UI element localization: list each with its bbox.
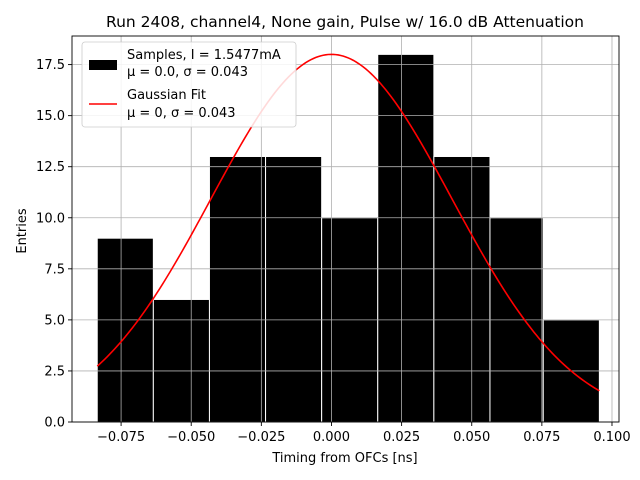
histogram-bar-0 (96, 237, 154, 423)
legend: Samples, I = 1.5477mA μ = 0.0, σ = 0.043 G… (81, 41, 297, 128)
histogram-bar-1 (152, 298, 210, 423)
x-tick-label-6: 0.075 (523, 430, 560, 445)
x-axis-label: Timing from OFCs [ns] (271, 451, 417, 466)
y-tick-label-5: 12.5 (36, 160, 65, 175)
legend-fit-stats: μ = 0, σ = 0.043 (127, 106, 236, 121)
axes-frame (71, 35, 620, 423)
histogram-bar-3 (265, 155, 323, 423)
x-tick-label-2: −0.025 (237, 430, 285, 445)
histogram-bar-2 (208, 155, 267, 423)
x-tick-label-5: 0.050 (453, 430, 490, 445)
plot-area: −0.075 −0.050 −0.025 0.000 0.025 0.050 0.075 0.… (36, 35, 631, 445)
chart-title: Run 2408, channel4, None gain, Pulse w/ … (106, 13, 584, 31)
y-tick-label-6: 15.0 (36, 109, 65, 124)
y-tick-label-7: 17.5 (36, 58, 65, 73)
x-tick-label-4: 0.025 (383, 430, 420, 445)
x-tick-label-3: 0.000 (313, 430, 350, 445)
legend-histogram-label: Samples, I = 1.5477mA (127, 48, 281, 63)
legend-histogram-stats: μ = 0.0, σ = 0.043 (127, 65, 248, 80)
x-tick-label-0: −0.075 (97, 430, 145, 445)
histogram-bar-5 (377, 53, 435, 423)
y-tick-label-3: 7.5 (44, 262, 65, 277)
y-tick-label-4: 10.0 (36, 211, 65, 226)
y-tick-label-2: 5.0 (44, 313, 65, 328)
x-tick-label-1: −0.050 (167, 430, 215, 445)
histogram-bar-6 (433, 155, 491, 423)
y-axis-label: Entries (15, 208, 30, 254)
legend-box (81, 41, 297, 128)
legend-histogram-swatch (89, 60, 117, 70)
x-tick-label-7: 0.100 (593, 430, 630, 445)
y-tick-label-1: 2.5 (44, 364, 65, 379)
gaussian-fit-line (96, 53, 600, 392)
legend-fit-label: Gaussian Fit (127, 88, 206, 103)
y-tick-label-0: 0.0 (44, 416, 65, 431)
